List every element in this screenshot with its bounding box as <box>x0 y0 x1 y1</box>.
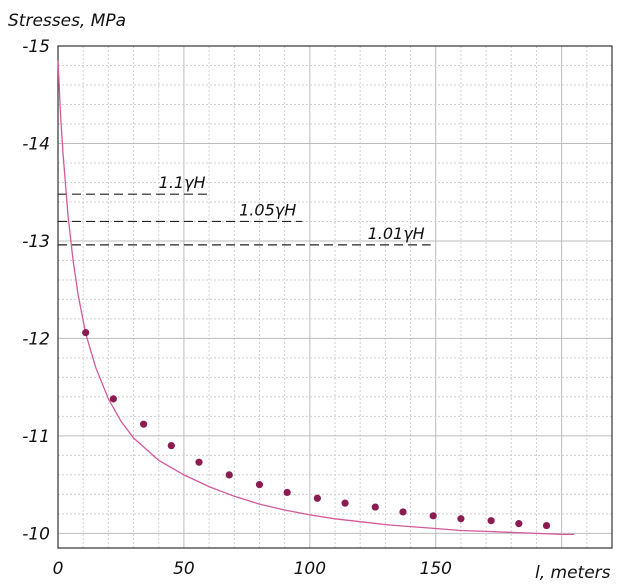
data-point <box>255 481 264 489</box>
x-tick-label: 0 <box>53 559 64 579</box>
y-tick-label: -11 <box>22 427 50 447</box>
reference-levels: 1.1γH 1.05γH 1.01γH <box>58 173 431 246</box>
data-point <box>195 458 203 466</box>
data-point <box>429 512 437 520</box>
data-point <box>140 420 148 428</box>
y-tick-label: -12 <box>22 329 50 349</box>
data-point <box>371 503 379 511</box>
data-point <box>313 494 321 502</box>
data-point <box>109 395 117 403</box>
data-point <box>399 508 407 516</box>
y-tick-label: -14 <box>22 134 50 154</box>
x-tick-label: 100 <box>294 559 326 579</box>
y-tick-label: -10 <box>22 524 50 544</box>
reference-level-label: 1.1γH <box>159 173 206 192</box>
y-axis-title: Stresses, MPa <box>8 11 126 31</box>
y-tick-label: -15 <box>22 37 50 57</box>
y-tick-label: -13 <box>22 232 50 252</box>
chart-grid <box>57 45 613 548</box>
data-point <box>225 471 233 479</box>
y-tick-labels: -15 -14 -13 -12 -11 -10 <box>22 37 50 544</box>
reference-level-label: 1.05γH <box>239 200 296 219</box>
x-tick-label: 50 <box>173 559 195 579</box>
x-tick-labels: 0 50 100 150 <box>53 559 452 579</box>
data-point <box>82 328 90 337</box>
data-point <box>487 517 495 525</box>
x-axis-title: l, meters <box>535 563 611 583</box>
data-point <box>341 499 349 507</box>
data-point <box>515 520 523 528</box>
data-points <box>82 328 551 530</box>
data-point <box>542 521 551 530</box>
reference-level-label: 1.01γH <box>368 224 425 243</box>
data-point <box>167 442 175 450</box>
x-tick-label: 150 <box>420 559 452 579</box>
plot-frame <box>57 45 613 549</box>
data-point <box>283 488 291 497</box>
data-point <box>457 515 465 523</box>
stress-curve <box>57 60 575 536</box>
